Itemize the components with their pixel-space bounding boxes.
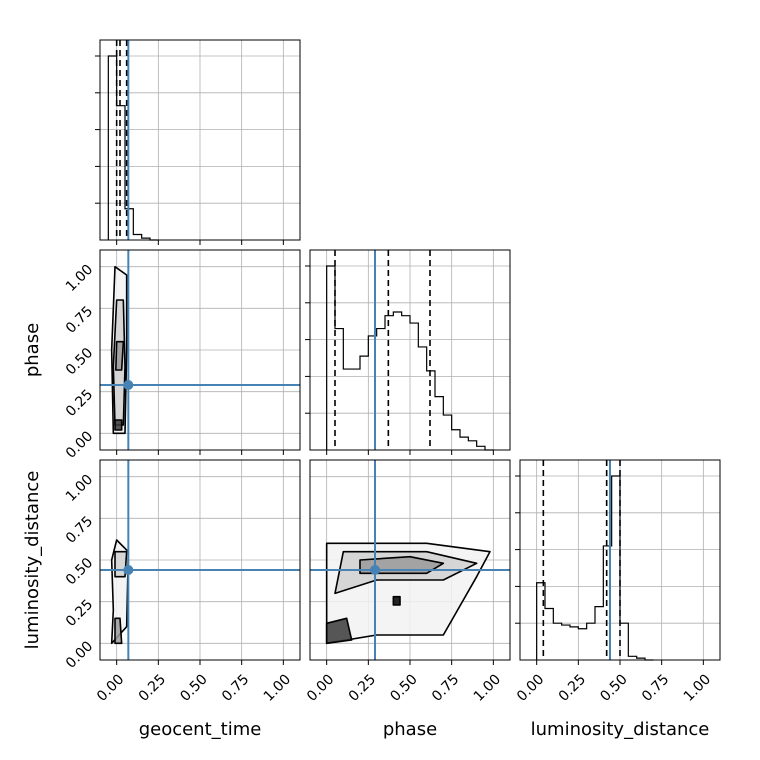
x-tick-label: 0.00 xyxy=(514,671,547,704)
x-tick-label: 1.00 xyxy=(681,671,714,704)
y-tick-label: 1.00 xyxy=(63,472,96,505)
density-contour xyxy=(325,617,353,645)
x-tick-label: 1.00 xyxy=(261,671,294,704)
axes-frame-geocent_time xyxy=(99,39,301,241)
x-axis-label-geocent_time: geocent_time xyxy=(139,719,262,740)
axes-frame-geocent_time-phase xyxy=(99,249,301,451)
x-tick-label: 0.75 xyxy=(639,671,672,704)
x-tick-label: 0.25 xyxy=(136,671,169,704)
density-contour xyxy=(115,340,125,371)
truth-marker xyxy=(123,565,134,575)
x-tick-label: 0.50 xyxy=(597,671,630,704)
x-tick-label: 1.00 xyxy=(471,671,504,704)
y-tick-label: 1.00 xyxy=(63,262,96,295)
x-tick-label: 0.25 xyxy=(346,671,379,704)
density-contour xyxy=(114,617,123,645)
y-tick-label: 0.75 xyxy=(63,513,96,546)
y-tick-label: 0.25 xyxy=(63,387,96,420)
histogram-luminosity_distance xyxy=(536,475,654,661)
y-tick-label: 0.00 xyxy=(63,428,96,461)
y-tick-label: 0.50 xyxy=(63,345,96,378)
y-tick-label: 0.25 xyxy=(63,597,96,630)
density-contour xyxy=(392,595,401,606)
x-tick-label: 0.00 xyxy=(304,671,337,704)
truth-marker xyxy=(370,565,380,575)
axes-frame-phase xyxy=(309,249,511,451)
y-axis-label-luminosity_distance: luminosity_distance xyxy=(22,471,43,650)
x-tick-label: 0.25 xyxy=(556,671,589,704)
y-tick-label: 0.00 xyxy=(63,638,96,671)
y-tick-label: 0.50 xyxy=(63,555,96,588)
truth-marker xyxy=(123,380,134,390)
axes-frame-phase-luminosity_distance xyxy=(309,459,511,661)
x-tick-label: 0.75 xyxy=(429,671,462,704)
axes-frame-geocent_time-luminosity_distance xyxy=(99,459,301,661)
x-tick-label: 0.50 xyxy=(387,671,420,704)
histogram-geocent_time xyxy=(107,55,159,241)
y-axis-label-phase: phase xyxy=(22,323,43,377)
x-tick-label: 0.50 xyxy=(177,671,210,704)
x-tick-label: 0.75 xyxy=(219,671,252,704)
axes-frame-luminosity_distance xyxy=(519,459,721,661)
x-tick-label: 0.00 xyxy=(94,671,127,704)
x-axis-label-phase: phase xyxy=(383,719,437,740)
y-tick-label: 0.75 xyxy=(63,303,96,336)
density-contour xyxy=(114,419,123,431)
histogram-phase xyxy=(326,265,494,451)
x-axis-label-luminosity_distance: luminosity_distance xyxy=(531,719,710,740)
